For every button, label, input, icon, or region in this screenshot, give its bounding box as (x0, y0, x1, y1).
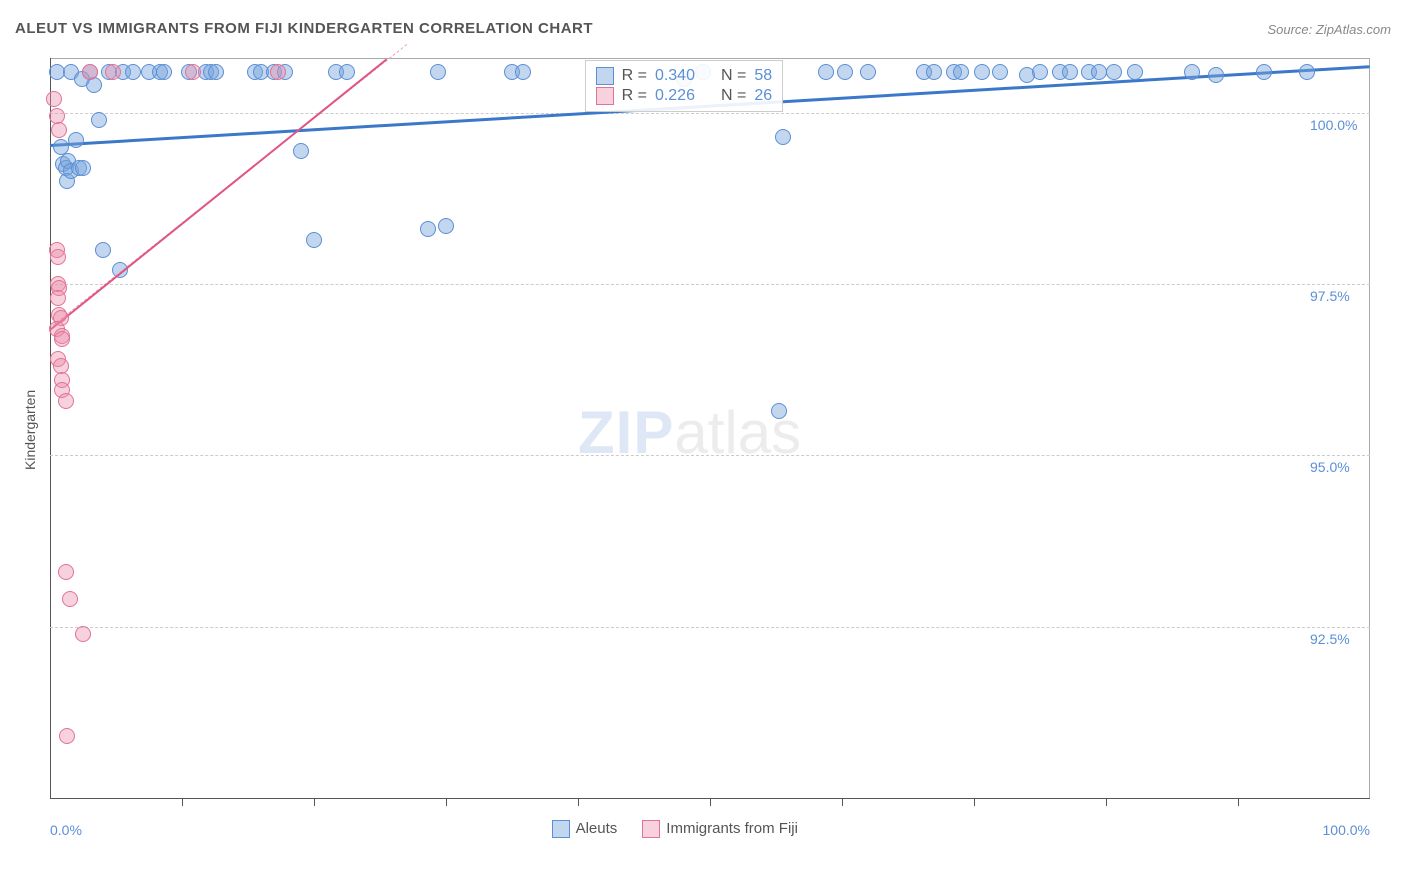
gridline (50, 113, 1370, 114)
data-point-fiji (51, 122, 67, 138)
x-tick-label: 100.0% (1323, 822, 1370, 838)
x-tick (710, 798, 711, 806)
data-point-aleuts (430, 64, 446, 80)
data-point-aleuts (293, 143, 309, 159)
data-point-aleuts (156, 64, 172, 80)
source-label: Source: (1267, 22, 1315, 37)
legend-r-label: R = (622, 67, 647, 85)
legend-swatch (642, 820, 660, 838)
data-point-aleuts (926, 64, 942, 80)
data-point-fiji (62, 591, 78, 607)
data-point-aleuts (775, 129, 791, 145)
data-point-aleuts (75, 160, 91, 176)
data-point-fiji (82, 64, 98, 80)
data-point-aleuts (515, 64, 531, 80)
data-point-fiji (58, 393, 74, 409)
legend-swatch (552, 820, 570, 838)
data-point-fiji (59, 728, 75, 744)
bottom-legend-item: Aleuts (552, 820, 618, 838)
legend-box: R = 0.340 N = 58 R = 0.226 N = 26 (585, 60, 784, 112)
data-point-aleuts (91, 112, 107, 128)
gridline (50, 627, 1370, 628)
data-point-aleuts (1256, 64, 1272, 80)
y-tick-label: 95.0% (1310, 459, 1350, 475)
data-point-aleuts (1106, 64, 1122, 80)
data-point-fiji (46, 91, 62, 107)
data-point-aleuts (95, 242, 111, 258)
y-tick-label: 97.5% (1310, 288, 1350, 304)
source-name: ZipAtlas.com (1316, 22, 1391, 37)
y-tick-label: 92.5% (1310, 631, 1350, 647)
data-point-aleuts (1127, 64, 1143, 80)
data-point-aleuts (125, 64, 141, 80)
legend-n-value: 58 (754, 67, 772, 85)
legend-n-label: N = (721, 67, 746, 85)
data-point-fiji (75, 626, 91, 642)
chart-container: { "title": "ALEUT VS IMMIGRANTS FROM FIJ… (0, 0, 1406, 892)
legend-swatch (596, 67, 614, 85)
data-point-aleuts (339, 64, 355, 80)
x-tick (578, 798, 579, 806)
x-tick (182, 798, 183, 806)
data-point-fiji (105, 64, 121, 80)
data-point-fiji (270, 64, 286, 80)
y-axis (50, 58, 51, 798)
data-point-aleuts (438, 218, 454, 234)
x-tick (1106, 798, 1107, 806)
x-tick-label: 0.0% (50, 822, 82, 838)
legend-label: Aleuts (576, 820, 618, 837)
legend-r-label: R = (622, 87, 647, 105)
data-point-aleuts (992, 64, 1008, 80)
gridline (50, 284, 1370, 285)
legend-n-label: N = (721, 87, 746, 105)
gridline (50, 455, 1370, 456)
bottom-legend: Aleuts Immigrants from Fiji (552, 820, 798, 838)
data-point-fiji (50, 249, 66, 265)
data-point-aleuts (1184, 64, 1200, 80)
data-point-fiji (54, 331, 70, 347)
x-tick (446, 798, 447, 806)
legend-row: R = 0.340 N = 58 (596, 67, 773, 85)
data-point-aleuts (1062, 64, 1078, 80)
legend-r-value: 0.226 (655, 87, 695, 105)
title-row: ALEUT VS IMMIGRANTS FROM FIJI KINDERGART… (15, 20, 1391, 44)
data-point-aleuts (1208, 67, 1224, 83)
legend-n-value: 26 (754, 87, 772, 105)
chart-title: ALEUT VS IMMIGRANTS FROM FIJI KINDERGART… (15, 20, 593, 37)
x-tick (842, 798, 843, 806)
data-point-aleuts (86, 77, 102, 93)
x-tick (1238, 798, 1239, 806)
data-point-aleuts (818, 64, 834, 80)
legend-label: Immigrants from Fiji (666, 820, 798, 837)
data-point-aleuts (837, 64, 853, 80)
bottom-legend-item: Immigrants from Fiji (642, 820, 798, 838)
data-point-aleuts (68, 132, 84, 148)
data-point-fiji (58, 564, 74, 580)
legend-r-value: 0.340 (655, 67, 695, 85)
data-point-aleuts (1299, 64, 1315, 80)
y-axis-label: Kindergarten (22, 390, 38, 470)
data-point-fiji (185, 64, 201, 80)
source-credit: Source: ZipAtlas.com (1267, 22, 1391, 37)
data-point-aleuts (953, 64, 969, 80)
legend-row: R = 0.226 N = 26 (596, 87, 773, 105)
data-point-aleuts (1032, 64, 1048, 80)
data-point-aleuts (208, 64, 224, 80)
legend-swatch (596, 87, 614, 105)
data-point-aleuts (306, 232, 322, 248)
x-tick (314, 798, 315, 806)
data-point-fiji (50, 290, 66, 306)
x-tick (974, 798, 975, 806)
data-point-aleuts (420, 221, 436, 237)
y-tick-label: 100.0% (1310, 117, 1357, 133)
data-point-aleuts (974, 64, 990, 80)
data-point-aleuts (860, 64, 876, 80)
data-point-aleuts (771, 403, 787, 419)
